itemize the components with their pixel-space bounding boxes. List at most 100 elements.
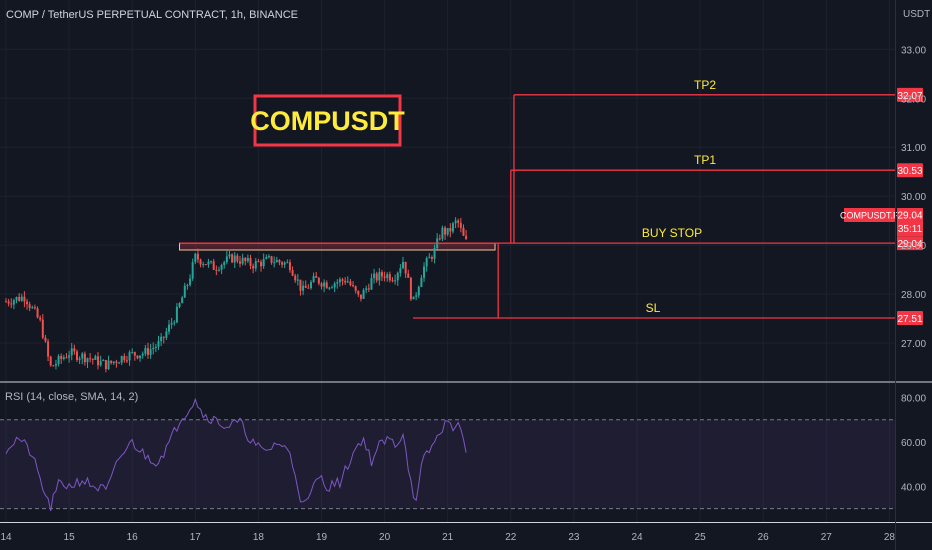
candle-up — [425, 258, 428, 267]
level-label-buy-stop: BUY STOP — [642, 226, 702, 240]
candle-down — [33, 307, 36, 309]
candle-up — [118, 362, 121, 364]
time-tick-label: 25 — [695, 532, 707, 543]
candle-up — [331, 287, 334, 289]
candle-down — [462, 227, 465, 236]
candle-up — [149, 349, 152, 355]
candle-down — [146, 348, 149, 355]
price-tick-label: 30.00 — [901, 192, 926, 203]
last-price-value: 29.04 — [897, 211, 922, 222]
time-tick-label: 22 — [505, 532, 517, 543]
candle-down — [341, 279, 344, 281]
candle-down — [52, 365, 55, 367]
candle-down — [89, 358, 92, 360]
time-tick-label: 21 — [442, 532, 454, 543]
candle-up — [370, 278, 373, 290]
candle-down — [320, 283, 323, 287]
candle-up — [328, 287, 331, 289]
candle-down — [407, 273, 410, 278]
candle-down — [28, 304, 31, 308]
candle-up — [12, 300, 15, 305]
candle-down — [41, 319, 44, 338]
candle-up — [173, 322, 176, 324]
candle-down — [291, 270, 294, 276]
candle-up — [267, 256, 270, 258]
candle-up — [78, 358, 81, 360]
candle-down — [315, 276, 318, 278]
candle-down — [236, 255, 239, 262]
candle-up — [454, 220, 457, 224]
time-tick-label: 17 — [190, 532, 202, 543]
candle-up — [417, 287, 420, 296]
candle-up — [228, 254, 231, 257]
candle-down — [270, 256, 273, 263]
price-tag — [897, 311, 923, 326]
candle-down — [91, 358, 94, 360]
countdown-label: 35:11 — [898, 224, 923, 235]
candle-up — [54, 363, 57, 366]
time-tick-label: 28 — [884, 532, 896, 543]
candle-down — [231, 254, 234, 263]
price-tick-label: 27.00 — [901, 339, 926, 350]
candle-up — [312, 276, 315, 283]
candle-up — [233, 255, 236, 263]
candle-up — [402, 261, 405, 269]
candle-down — [65, 357, 68, 359]
candle-up — [373, 273, 376, 279]
candle-up — [165, 331, 168, 338]
candle-up — [194, 253, 197, 263]
candle-down — [244, 257, 247, 262]
candle-up — [120, 356, 123, 363]
candle-up — [107, 360, 110, 370]
trade-levels: TP2 32.07 TP1 30.53 BUY STOP 29.04 SL 27.51 COMP… — [179, 78, 923, 326]
candle-down — [133, 352, 136, 356]
candle-up — [365, 288, 368, 290]
candle-down — [367, 288, 370, 290]
candle-up — [433, 248, 436, 259]
candle-down — [380, 272, 383, 277]
candle-up — [183, 285, 186, 298]
candle-up — [451, 223, 454, 232]
candle-up — [86, 358, 89, 363]
candle-down — [278, 260, 281, 263]
candle-up — [139, 355, 142, 359]
candle-down — [249, 258, 252, 266]
candle-down — [39, 317, 42, 320]
candle-down — [199, 259, 202, 265]
candle-up — [378, 272, 381, 281]
currency-label: USDT — [903, 9, 931, 20]
candle-up — [396, 272, 399, 281]
candle-down — [430, 257, 433, 259]
candle-down — [125, 360, 128, 362]
candle-up — [296, 279, 299, 281]
candle-up — [160, 336, 163, 342]
candle-down — [238, 261, 241, 264]
time-tick-label: 15 — [64, 532, 76, 543]
price-tag — [897, 87, 923, 102]
candle-down — [75, 351, 78, 360]
time-tick-label: 20 — [379, 532, 391, 543]
candle-up — [246, 258, 249, 262]
candle-down — [325, 282, 328, 289]
time-tick-label: 19 — [316, 532, 328, 543]
candle-up — [191, 262, 194, 279]
candle-up — [302, 285, 305, 291]
candle-up — [362, 289, 365, 299]
candle-up — [99, 360, 102, 366]
candle-up — [333, 283, 336, 288]
candle-down — [97, 356, 100, 366]
candle-up — [186, 284, 189, 286]
candle-up — [415, 295, 418, 297]
candle-up — [394, 280, 397, 282]
candle-down — [344, 280, 347, 283]
candle-up — [275, 260, 278, 263]
symbol-tag-label: COMPUSDT.P — [840, 211, 899, 221]
candle-down — [388, 274, 391, 281]
symbol-tag — [844, 208, 895, 222]
buy-zone-rect — [179, 242, 496, 251]
price-tick-label: 32.00 — [901, 94, 926, 105]
rsi-pane: 80.00 60.00 40.00 — [0, 394, 926, 512]
candle-down — [349, 281, 352, 286]
candle-down — [115, 361, 118, 364]
